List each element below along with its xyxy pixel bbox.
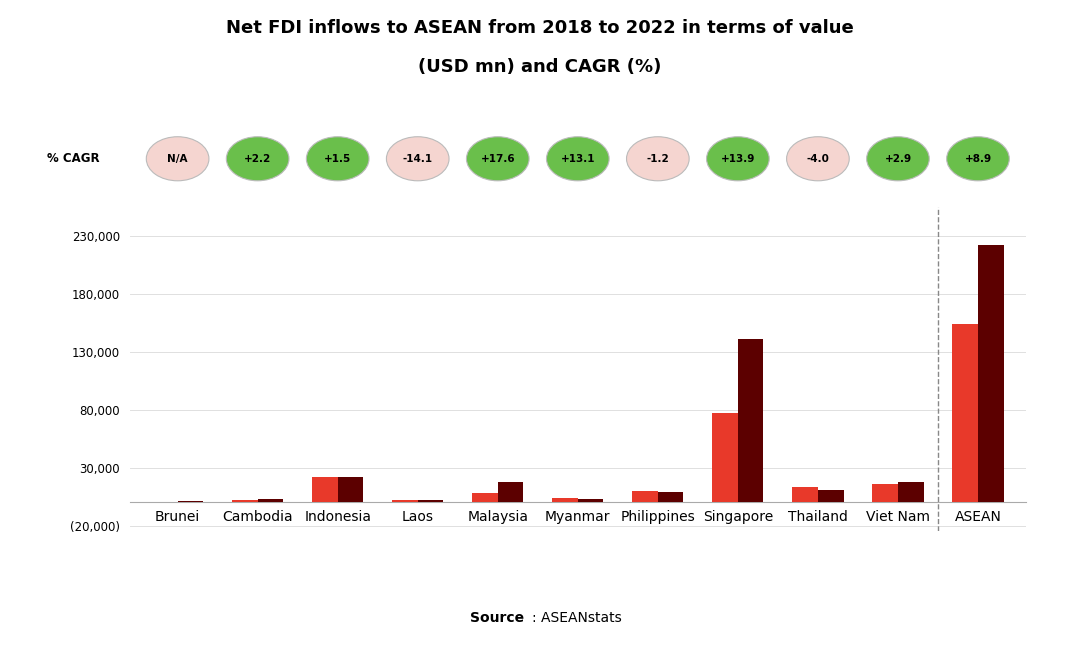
Text: +1.5: +1.5 [324,154,351,164]
Text: N/A: N/A [167,154,188,164]
Text: +8.9: +8.9 [964,154,991,164]
Bar [978,245,1003,502]
Bar [897,481,923,502]
Text: Source: Source [470,611,524,625]
Text: -1.2: -1.2 [647,154,670,164]
Bar [793,487,818,502]
Bar [418,500,444,502]
Bar [873,485,897,502]
Text: +17.6: +17.6 [481,154,515,164]
Bar [632,491,658,502]
Text: % CAGR: % CAGR [48,152,99,165]
Text: +2.9: +2.9 [885,154,912,164]
Bar [818,491,843,502]
Bar [232,500,258,502]
Bar [498,482,524,502]
Text: -14.1: -14.1 [403,154,433,164]
Bar [578,499,604,502]
Bar [658,492,684,502]
Text: +13.9: +13.9 [720,154,755,164]
Bar [312,477,338,502]
Bar [552,498,578,502]
Bar [392,500,418,502]
Text: (USD mn) and CAGR (%): (USD mn) and CAGR (%) [418,58,662,76]
Text: +13.1: +13.1 [561,154,595,164]
Bar [738,339,764,502]
Bar [258,499,283,502]
Text: -4.0: -4.0 [807,154,829,164]
Text: +2.2: +2.2 [244,154,271,164]
Bar [177,501,203,502]
Bar [713,413,738,502]
Bar [338,477,363,502]
Text: Net FDI inflows to ASEAN from 2018 to 2022 in terms of value: Net FDI inflows to ASEAN from 2018 to 20… [226,19,854,38]
Bar [953,324,978,502]
Text: : ASEANstats: : ASEANstats [532,611,622,625]
Bar [472,493,498,502]
